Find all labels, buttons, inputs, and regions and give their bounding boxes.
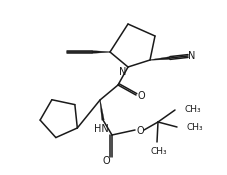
Text: CH₃: CH₃ [184,104,201,114]
Text: HN: HN [93,124,108,134]
Polygon shape [92,51,109,53]
Text: N: N [188,51,195,61]
Polygon shape [99,100,104,120]
Polygon shape [149,57,169,60]
Text: O: O [102,156,109,166]
Text: N: N [119,67,126,77]
Text: O: O [137,91,144,101]
Text: CH₃: CH₃ [150,146,167,156]
Text: O: O [136,126,143,136]
Text: CH₃: CH₃ [186,122,203,131]
